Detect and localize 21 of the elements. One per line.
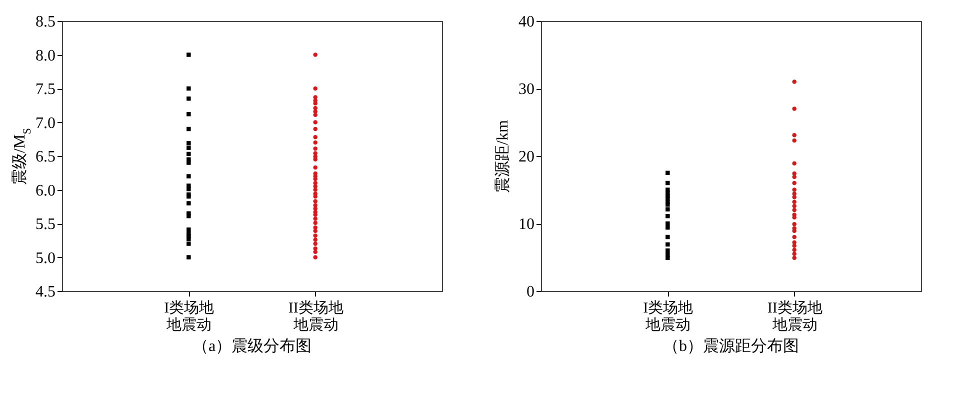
y-tick-label: 5.0 xyxy=(36,250,56,267)
text: （a）震级分布图 xyxy=(192,338,312,355)
y-tick-label: 8.5 xyxy=(36,14,56,30)
text: （b）震源距分布图 xyxy=(663,338,799,355)
y-tick-label: 4.5 xyxy=(36,284,56,300)
x-tick-label: II类场地地震动 xyxy=(767,300,822,334)
y-tick-label: 5.5 xyxy=(36,216,56,233)
x-tick-label: II类场地地震动 xyxy=(288,300,344,334)
y-axis-title: 震源距/km xyxy=(494,120,512,193)
y-tick-label: 20 xyxy=(518,148,534,166)
x-tick-label: I类场地地震动 xyxy=(643,300,694,334)
y-tick-label: 6.5 xyxy=(36,148,56,166)
x-tick-label: I类场地地震动 xyxy=(164,300,214,334)
y-tick-label: 0 xyxy=(526,284,534,300)
y-tick-label: 7.5 xyxy=(36,81,56,98)
y-tick-label: 6.0 xyxy=(36,182,56,200)
y-tick-label: 7.0 xyxy=(36,114,56,132)
y-tick-label: 40 xyxy=(518,14,534,30)
y-tick-label: 10 xyxy=(518,216,534,233)
y-tick-label: 30 xyxy=(518,81,534,98)
y-tick-label: 8.0 xyxy=(36,47,56,64)
